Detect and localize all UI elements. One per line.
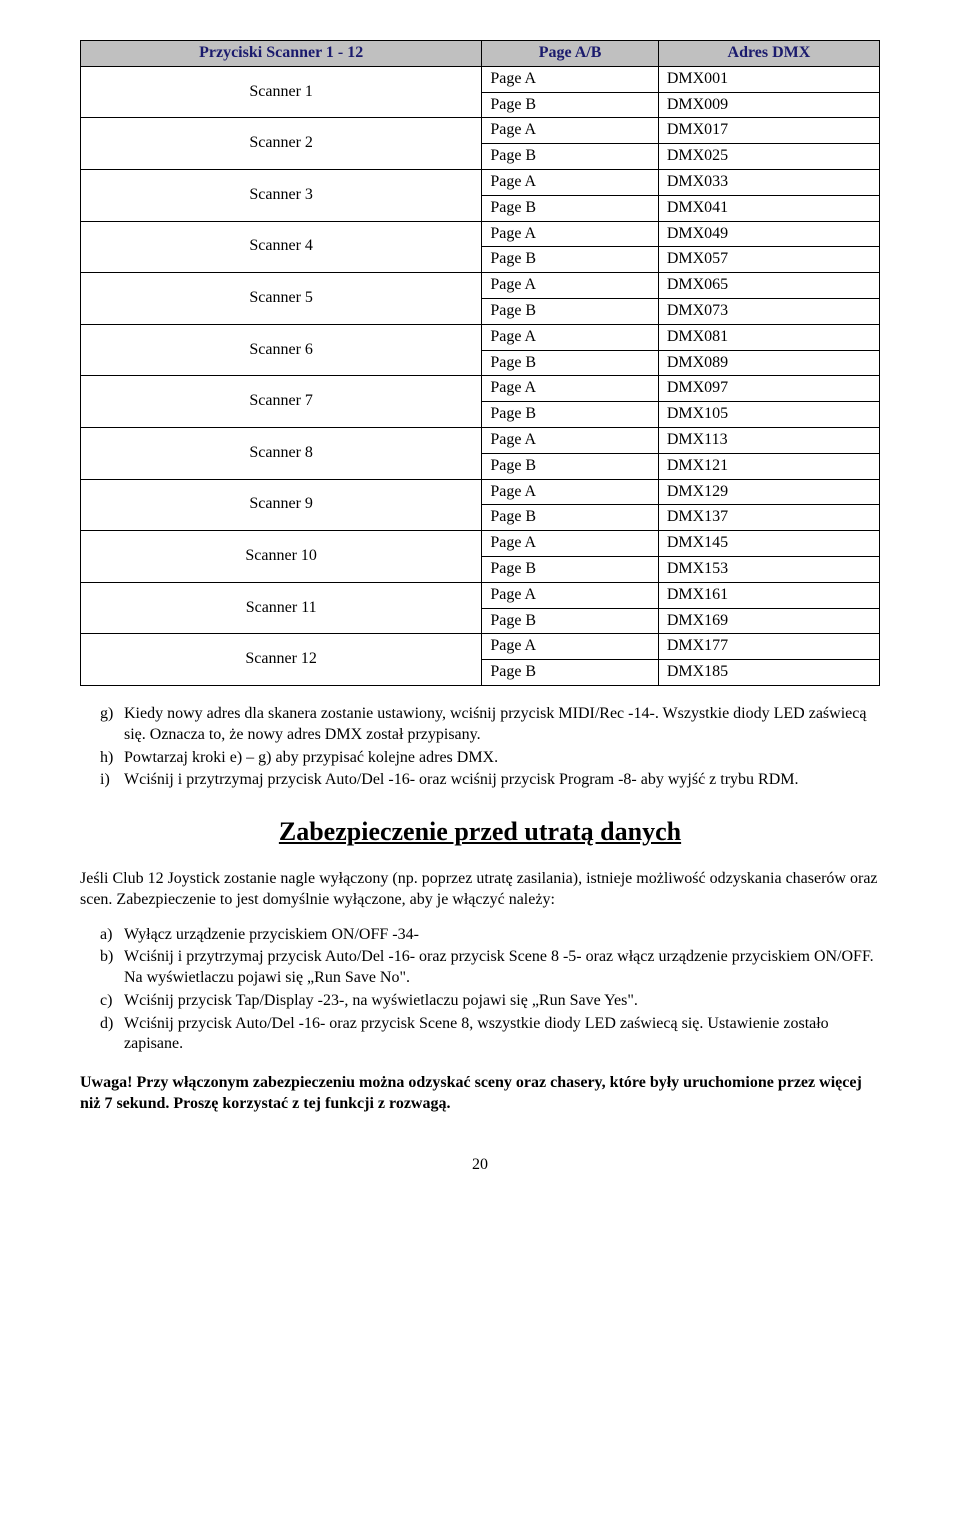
list-text: Wciśnij przycisk Tap/Display -23-, na wy… — [124, 992, 638, 1009]
list-text: Wciśnij i przytrzymaj przycisk Auto/Del … — [124, 948, 874, 986]
table-cell-page: Page A — [482, 582, 659, 608]
list-marker: i) — [100, 770, 110, 791]
list-item: g)Kiedy nowy adres dla skanera zostanie … — [124, 704, 880, 746]
table-cell-page: Page A — [482, 273, 659, 299]
table-cell-dmx: DMX041 — [658, 195, 879, 221]
list-item: b)Wciśnij i przytrzymaj przycisk Auto/De… — [124, 947, 880, 989]
table-cell-dmx: DMX081 — [658, 324, 879, 350]
table-cell-dmx: DMX121 — [658, 453, 879, 479]
table-cell-page: Page A — [482, 479, 659, 505]
instruction-list-2: a) Wyłącz urządzenie przyciskiem ON/OFF -… — [80, 925, 880, 1056]
table-cell-dmx: DMX025 — [658, 144, 879, 170]
table-cell-page: Page B — [482, 195, 659, 221]
table-cell-page: Page B — [482, 92, 659, 118]
page-number: 20 — [80, 1155, 880, 1176]
table-cell-page: Page A — [482, 221, 659, 247]
table-cell-dmx: DMX137 — [658, 505, 879, 531]
table-cell-scanner: Scanner 11 — [81, 582, 482, 634]
table-cell-scanner: Scanner 1 — [81, 66, 482, 118]
list-marker: a) — [100, 925, 112, 946]
table-header-dmx: Adres DMX — [658, 41, 879, 67]
table-cell-scanner: Scanner 8 — [81, 427, 482, 479]
table-cell-page: Page B — [482, 505, 659, 531]
list-text: Powtarzaj kroki e) – g) aby przypisać ko… — [124, 749, 498, 766]
table-cell-scanner: Scanner 6 — [81, 324, 482, 376]
table-cell-page: Page A — [482, 634, 659, 660]
table-cell-dmx: DMX169 — [658, 608, 879, 634]
table-cell-dmx: DMX001 — [658, 66, 879, 92]
table-cell-dmx: DMX113 — [658, 427, 879, 453]
table-cell-page: Page A — [482, 531, 659, 557]
table-cell-dmx: DMX161 — [658, 582, 879, 608]
table-cell-scanner: Scanner 12 — [81, 634, 482, 686]
table-cell-page: Page B — [482, 402, 659, 428]
table-cell-dmx: DMX073 — [658, 298, 879, 324]
list-marker: c) — [100, 991, 112, 1012]
list-item: h)Powtarzaj kroki e) – g) aby przypisać … — [124, 748, 880, 769]
table-cell-dmx: DMX049 — [658, 221, 879, 247]
table-cell-dmx: DMX129 — [658, 479, 879, 505]
table-cell-dmx: DMX177 — [658, 634, 879, 660]
table-cell-dmx: DMX057 — [658, 247, 879, 273]
table-cell-scanner: Scanner 2 — [81, 118, 482, 170]
table-cell-scanner: Scanner 4 — [81, 221, 482, 273]
list-text: Wyłącz urządzenie przyciskiem ON/OFF -34… — [124, 926, 419, 943]
instruction-list-1: g) Kiedy nowy adres dla skanera zostanie … — [80, 704, 880, 791]
table-cell-dmx: DMX009 — [658, 92, 879, 118]
table-cell-page: Page B — [482, 453, 659, 479]
table-cell-page: Page A — [482, 169, 659, 195]
table-header-page: Page A/B — [482, 41, 659, 67]
list-item: c)Wciśnij przycisk Tap/Display -23-, na … — [124, 991, 880, 1012]
table-cell-dmx: DMX033 — [658, 169, 879, 195]
table-cell-dmx: DMX089 — [658, 350, 879, 376]
table-cell-scanner: Scanner 9 — [81, 479, 482, 531]
table-cell-scanner: Scanner 5 — [81, 273, 482, 325]
table-cell-dmx: DMX105 — [658, 402, 879, 428]
list-text: Wciśnij przycisk Auto/Del -16- oraz przy… — [124, 1015, 829, 1053]
table-cell-page: Page A — [482, 427, 659, 453]
list-marker: b) — [100, 947, 113, 968]
table-cell-dmx: DMX017 — [658, 118, 879, 144]
table-cell-page: Page B — [482, 608, 659, 634]
table-cell-page: Page B — [482, 298, 659, 324]
table-cell-dmx: DMX097 — [658, 376, 879, 402]
table-cell-dmx: DMX145 — [658, 531, 879, 557]
table-cell-page: Page B — [482, 144, 659, 170]
table-cell-dmx: DMX153 — [658, 556, 879, 582]
table-cell-page: Page B — [482, 247, 659, 273]
table-cell-dmx: DMX185 — [658, 660, 879, 686]
intro-paragraph: Jeśli Club 12 Joystick zostanie nagle wy… — [80, 869, 880, 911]
table-cell-page: Page B — [482, 350, 659, 376]
dmx-address-table: Przyciski Scanner 1 - 12 Page A/B Adres … — [80, 40, 880, 686]
list-item: i)Wciśnij i przytrzymaj przycisk Auto/De… — [124, 770, 880, 791]
warning-paragraph: Uwaga! Przy włączonym zabezpieczeniu moż… — [80, 1073, 880, 1115]
table-cell-scanner: Scanner 7 — [81, 376, 482, 428]
table-cell-page: Page B — [482, 556, 659, 582]
table-cell-page: Page B — [482, 660, 659, 686]
table-cell-scanner: Scanner 10 — [81, 531, 482, 583]
list-item: a)Wyłącz urządzenie przyciskiem ON/OFF -… — [124, 925, 880, 946]
table-cell-page: Page A — [482, 324, 659, 350]
section-title: Zabezpieczenie przed utratą danych — [80, 815, 880, 849]
table-cell-page: Page A — [482, 118, 659, 144]
table-cell-scanner: Scanner 3 — [81, 169, 482, 221]
list-text: Kiedy nowy adres dla skanera zostanie us… — [124, 705, 866, 743]
table-header-scanner: Przyciski Scanner 1 - 12 — [81, 41, 482, 67]
table-cell-page: Page A — [482, 376, 659, 402]
table-cell-page: Page A — [482, 66, 659, 92]
list-marker: d) — [100, 1014, 113, 1035]
table-cell-dmx: DMX065 — [658, 273, 879, 299]
list-marker: g) — [100, 704, 113, 725]
list-item: d)Wciśnij przycisk Auto/Del -16- oraz pr… — [124, 1014, 880, 1056]
list-marker: h) — [100, 748, 113, 769]
list-text: Wciśnij i przytrzymaj przycisk Auto/Del … — [124, 771, 799, 788]
